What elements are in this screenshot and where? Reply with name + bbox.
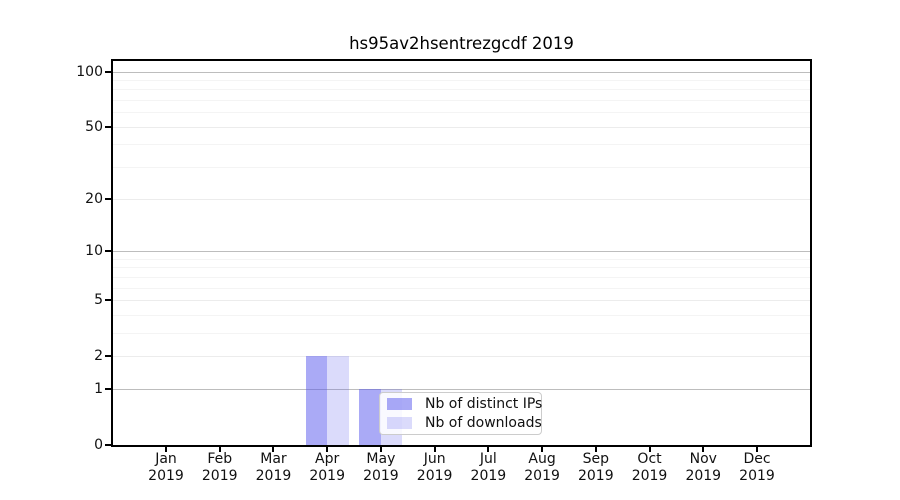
x-tick-label: Sep 2019: [564, 451, 628, 484]
x-axis-tick: [326, 446, 329, 452]
month-label: Aug: [528, 451, 556, 467]
month-label: Jun: [423, 451, 446, 467]
y-tick-label: 1: [94, 380, 103, 397]
month-label: Jul: [479, 451, 497, 467]
y-gridline-minor: [113, 167, 810, 169]
y-axis-tick: [105, 125, 111, 128]
plot-area: [113, 61, 810, 445]
y-gridline-minor: [113, 258, 810, 260]
month-label: Feb: [207, 451, 233, 467]
year-label: 2019: [416, 467, 453, 484]
x-axis-tick: [648, 446, 651, 452]
legend-entry-distinct-ips: Nb of distinct IPs: [387, 396, 542, 412]
x-tick-label: Nov 2019: [671, 451, 735, 484]
y-tick-label: 5: [94, 291, 103, 308]
y-axis-tick: [105, 387, 111, 390]
year-label: 2019: [148, 467, 184, 484]
x-tick-label: May 2019: [349, 451, 413, 484]
bar-distinct-ips: [359, 388, 381, 445]
month-label: Sep: [582, 451, 609, 467]
y-gridline: [113, 71, 810, 73]
x-axis-tick: [487, 446, 490, 452]
month-label: May: [366, 451, 396, 467]
y-axis-tick: [105, 444, 111, 446]
bar-downloads: [327, 356, 349, 445]
x-tick-label: Jul 2019: [456, 451, 520, 484]
y-gridline-minor: [113, 79, 810, 81]
y-axis-tick: [105, 298, 111, 301]
y-tick-label: 100: [76, 63, 103, 80]
month-label: Nov: [689, 451, 717, 467]
year-label: 2019: [255, 467, 292, 484]
x-tick-label: Jan 2019: [134, 451, 198, 484]
y-gridline-minor: [113, 314, 810, 316]
year-label: 2019: [201, 467, 238, 484]
x-axis-tick: [165, 446, 167, 452]
x-axis-tick: [756, 446, 758, 452]
y-gridline: [113, 250, 810, 253]
y-gridline-minor: [113, 267, 810, 269]
y-tick-label: 0: [94, 437, 103, 453]
y-axis-tick: [105, 249, 111, 252]
y-gridline-minor: [113, 100, 810, 102]
x-tick-label: Feb 2019: [188, 451, 252, 484]
x-axis-tick: [272, 446, 275, 452]
legend-entry-downloads: Nb of downloads: [387, 415, 542, 431]
x-tick-label: Dec 2019: [725, 451, 789, 484]
y-tick-label: 2: [94, 348, 103, 365]
y-gridline-minor: [113, 287, 810, 289]
year-label: 2019: [363, 467, 399, 484]
month-label: Mar: [260, 451, 287, 467]
year-label: 2019: [685, 467, 722, 484]
x-axis-tick: [702, 446, 705, 452]
y-gridline-minor: [113, 332, 810, 334]
y-axis-tick: [105, 197, 111, 200]
legend-swatch-distinct-ips: [387, 398, 412, 410]
y-gridline: [113, 198, 810, 200]
y-gridline-minor: [113, 144, 810, 146]
month-label: Jan: [155, 451, 177, 467]
bar-distinct-ips: [305, 356, 328, 445]
year-label: 2019: [577, 467, 614, 484]
y-gridline-minor: [113, 112, 810, 114]
y-gridline: [113, 299, 810, 301]
x-axis-tick: [594, 446, 597, 452]
x-tick-label: Jun 2019: [403, 451, 467, 484]
x-tick-label: Mar 2019: [241, 451, 305, 484]
month-label: Dec: [743, 451, 771, 467]
y-axis-tick: [105, 355, 111, 358]
y-axis-tick: [105, 70, 111, 73]
year-label: 2019: [631, 467, 668, 484]
year-label: 2019: [470, 467, 507, 484]
x-axis-tick: [218, 446, 221, 452]
x-axis-tick: [379, 446, 382, 452]
y-tick-label: 20: [85, 190, 103, 207]
year-label: 2019: [309, 467, 345, 484]
month-label: Oct: [637, 451, 662, 467]
y-tick-label: 50: [85, 118, 103, 135]
y-gridline: [113, 126, 810, 128]
legend-swatch-downloads: [387, 417, 412, 429]
x-axis-tick: [541, 446, 544, 452]
y-gridline-minor: [113, 276, 810, 278]
legend: Nb of distinct IPs Nb of downloads: [379, 392, 542, 435]
y-gridline: [113, 356, 810, 358]
y-gridline: [113, 388, 810, 391]
x-tick-label: Oct 2019: [618, 451, 682, 484]
x-axis-tick: [433, 446, 436, 452]
legend-label-downloads: Nb of downloads: [425, 415, 542, 431]
month-label: Apr: [315, 451, 340, 467]
year-label: 2019: [524, 467, 560, 484]
x-tick-label: Apr 2019: [295, 451, 359, 484]
y-tick-label: 10: [85, 242, 103, 259]
legend-label-distinct-ips: Nb of distinct IPs: [425, 396, 543, 412]
year-label: 2019: [739, 467, 775, 484]
chart-title: hs95av2hsentrezgcdf 2019: [349, 34, 574, 53]
y-gridline-minor: [113, 89, 810, 91]
x-tick-label: Aug 2019: [510, 451, 574, 484]
